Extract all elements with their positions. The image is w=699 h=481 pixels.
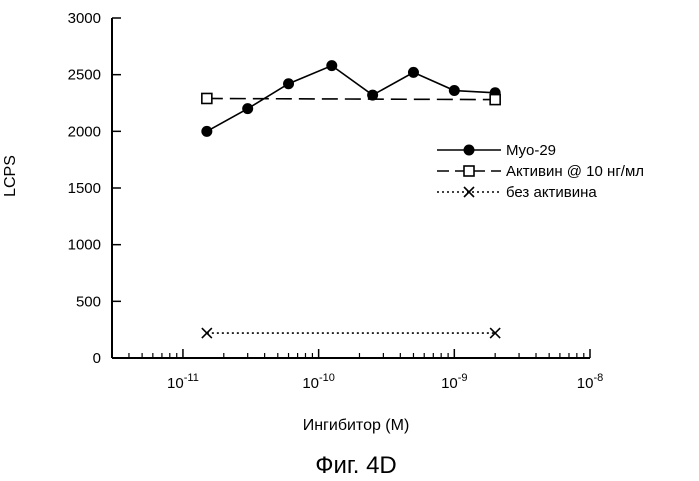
legend-label-1: Активин @ 10 нг/мл [506,163,644,180]
series-0-point [326,60,337,71]
y-tick-label: 500 [76,293,101,310]
legend-label-2: без активина [506,184,597,201]
series-1-point [490,95,500,105]
y-tick-label: 3000 [68,10,101,27]
legend-marker-1 [464,166,474,176]
x-tick-label: 10-8 [577,372,603,392]
x-tick-label: 10-9 [441,372,467,392]
series-2-point [490,328,500,338]
y-tick-label: 1000 [68,237,101,254]
series-0-point [408,67,419,78]
y-tick-label: 2000 [68,123,101,140]
y-tick-label: 1500 [68,180,101,197]
y-tick-label: 2500 [68,67,101,84]
series-2-point [202,328,212,338]
series-0-point [201,126,212,137]
y-axis-label: LCPS [2,155,19,197]
legend: Myo-29 Активин @ 10 нг/мл без активина [437,142,644,201]
figure-caption: Фиг. 4D [315,452,397,479]
legend-label-0: Myo-29 [506,142,556,159]
series-1-point [202,93,212,103]
x-axis-label: Ингибитор (М) [303,417,410,434]
x-tick-label: 10-11 [167,372,199,392]
legend-marker-0 [464,145,475,156]
series-0-point [283,78,294,89]
series-0-point [242,103,253,114]
series-0-point [367,90,378,101]
x-tick-label: 10-10 [302,372,335,392]
series-1-line [207,98,495,99]
y-tick-label: 0 [93,350,101,367]
series-0-point [449,85,460,96]
plot-series-markers [201,60,500,338]
